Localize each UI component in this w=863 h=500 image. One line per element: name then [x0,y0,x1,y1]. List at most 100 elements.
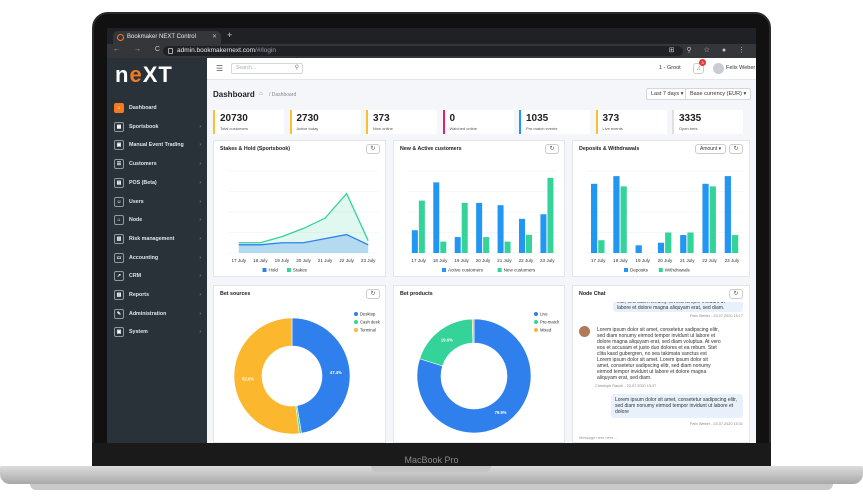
sidebar-item-icon: ▣ [114,140,124,151]
browser-tab[interactable]: Bookmaker NEXT Control ✕ [113,31,221,44]
legend-label[interactable]: Deposits [630,268,649,273]
sidebar-item-administration[interactable]: ✎ Administration › [107,305,207,323]
bar-new-customers[interactable] [526,234,532,253]
sidebar-item-accounting[interactable]: ▭ Accounting › [107,249,207,267]
bar-new-customers[interactable] [547,177,554,253]
browser-tabbar: Bookmaker NEXT Control ✕ + [107,28,756,44]
legend-label[interactable]: Cash desk [360,320,381,325]
stat-card[interactable]: 1035 Pre-match events [519,110,590,134]
sidebar-item-crm[interactable]: ↗ CRM › [107,267,207,285]
refresh-icon[interactable]: ↻ [729,144,743,154]
bar-active-customers[interactable] [519,218,525,253]
stat-card[interactable]: 373 Live events [595,110,667,134]
legend-label[interactable]: Withdrawals [665,268,691,273]
bar-withdrawals[interactable] [665,232,672,254]
bar-active-customers[interactable] [433,182,440,253]
slice-label: 79.9% [495,410,507,415]
legend-label[interactable]: Active customers [448,268,484,273]
new-tab-button[interactable]: + [227,30,233,40]
refresh-icon[interactable]: ↻ [366,144,380,154]
legend-label[interactable]: New customers [504,268,536,273]
bar-active-customers[interactable] [476,202,483,253]
bar-deposits[interactable] [724,176,731,253]
sidebar-item-customers[interactable]: ☰ Customers › [107,155,207,173]
bet-sources-chart: 47.4% 52.0% Desktop Cash desk Terminal [233,312,381,435]
legend-label[interactable]: Live [540,312,548,317]
search-icon[interactable]: ⚲ [294,65,299,71]
search-input[interactable]: Search... ⚲ [231,63,303,74]
customers-card: New & Active customers ↻ 17 July 18 July 1… [393,140,565,277]
home-icon[interactable]: ⌂ [259,91,263,97]
chat-input[interactable]: Message here here... [579,435,617,440]
sidebar-item-sportsbook[interactable]: ▦ Sportsbook › [107,118,207,136]
sidebar-item-node[interactable]: ⌂ Node › [107,211,207,229]
sidebar-item-risk-management[interactable]: ▥ Risk management › [107,230,207,248]
stat-card[interactable]: 0 Watched online [442,110,514,134]
close-icon[interactable]: ✕ [211,34,217,40]
bar-deposits[interactable] [702,183,709,253]
sidebar-item-users[interactable]: ☺ Users › [107,193,207,211]
url-path: /#/login [255,47,277,54]
bar-withdrawals[interactable] [731,235,739,253]
legend-label[interactable]: Stakes [293,268,308,273]
bar-withdrawals[interactable] [598,240,605,253]
bar-active-customers[interactable] [540,214,547,253]
bar-withdrawals[interactable] [709,186,716,253]
bar-active-customers[interactable] [411,230,418,253]
bar-active-customers[interactable] [454,237,461,253]
stat-card[interactable]: 373 Now online [366,110,437,134]
refresh-icon[interactable]: ↻ [366,289,380,299]
refresh-icon[interactable]: ↻ [729,289,743,299]
bar-withdrawals[interactable] [687,232,694,254]
browser-action-icons[interactable]: ⊞ ⚲ ☆ ● ⋮ [668,47,750,54]
stat-card[interactable]: 3335 Open bets [672,110,743,134]
browser-nav-icons[interactable]: ← → C [113,46,166,53]
stakes-hold-card: Stakes & Hold (Sportsbook) ↻ 17 July 18 J… [213,140,386,277]
amount-dropdown[interactable]: Amount ▾ [695,144,727,154]
bar-new-customers[interactable] [504,241,511,253]
sidebar-item-icon: ▥ [114,233,124,244]
currency-dropdown[interactable]: Base currency (EUR) ▾ [685,88,752,100]
breadcrumb[interactable]: / Dashboard [269,92,297,98]
stat-label: Live events [602,126,623,131]
refresh-icon[interactable]: ↻ [545,144,559,154]
legend-label[interactable]: Terminal [360,328,376,333]
pie-slice-mixed[interactable] [471,318,475,344]
bar-deposits[interactable] [657,242,665,253]
user-name[interactable]: Felix Weber [726,65,756,71]
pie-slice-live[interactable] [416,318,532,434]
stat-card[interactable]: 20730 Total customers [213,110,284,134]
address-bar[interactable]: admin.bookmakernext.com/#/login [163,46,683,56]
bar-new-customers[interactable] [483,237,490,253]
avatar[interactable] [713,63,724,74]
sidebar-item-pos-beta[interactable]: ▤ POS (Beta) › [107,174,207,192]
period-dropdown[interactable]: Last 7 days ▾ [646,88,689,100]
pie-slice-desktop[interactable] [291,317,351,434]
bar-new-customers[interactable] [461,202,468,253]
chevron-right-icon: › [199,273,201,280]
bar-active-customers[interactable] [497,205,504,253]
slice-label: 19.6% [441,338,453,343]
legend-label[interactable]: Hold [269,268,279,273]
logo[interactable]: neXT [115,62,173,88]
legend-label[interactable]: Pre-match [540,320,560,325]
sidebar-item-reports[interactable]: ▧ Reports › [107,286,207,304]
sidebar-item-manual-event-trading[interactable]: ▣ Manual Event Trading › [107,136,207,154]
bar-deposits[interactable] [680,235,687,253]
sidebar-item-dashboard[interactable]: ⌂ Dashboard [107,99,207,117]
bar-new-customers[interactable] [418,200,425,253]
legend-label[interactable]: Mixed [540,328,552,333]
stat-label: Total customers [220,126,249,131]
bar-withdrawals[interactable] [620,186,627,253]
megaphone-icon[interactable]: ♫ [693,63,704,74]
bar-deposits[interactable] [591,183,598,253]
stat-card[interactable]: 2730 Active today [289,110,361,134]
bar-deposits[interactable] [613,176,620,253]
menu-icon[interactable]: ☰ [216,64,224,73]
location-selector[interactable]: 1 - Groot [659,65,681,71]
sidebar-item-system[interactable]: ▣ System › [107,323,207,341]
bar-deposits[interactable] [635,245,642,253]
bar-new-customers[interactable] [440,241,447,253]
legend-label[interactable]: Desktop [360,312,376,317]
pie-slice-terminal[interactable] [233,317,300,435]
